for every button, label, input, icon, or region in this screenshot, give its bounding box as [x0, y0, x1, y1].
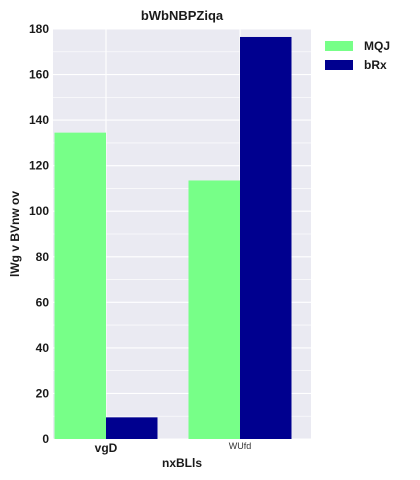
x-tick-label: WUfd: [229, 441, 252, 451]
y-tick-label: 140: [29, 113, 49, 127]
legend-label: bRx: [364, 58, 387, 72]
y-tick-label: 180: [29, 22, 49, 36]
y-axis-label: lWg v BVnw ov: [8, 191, 22, 277]
y-tick-label: 80: [36, 250, 50, 264]
bars: [54, 36, 292, 439]
legend-swatch: [325, 41, 353, 51]
y-tick-label: 120: [29, 159, 49, 173]
y-tick-label: 40: [36, 341, 50, 355]
y-tick-label: 100: [29, 204, 49, 218]
chart-title: bWbNBPZiqa: [141, 8, 224, 23]
y-tick-label: 160: [29, 68, 49, 82]
y-tick-label: 0: [42, 432, 49, 446]
bar-bRx-WUfd: [240, 36, 292, 439]
y-tick-label: 20: [36, 386, 50, 400]
bar-bRx-vgD: [106, 417, 158, 439]
bar-MQJ-vgD: [54, 132, 106, 439]
legend-swatch: [325, 60, 353, 70]
legend-label: MQJ: [364, 39, 390, 53]
x-tick-label: vgD: [95, 441, 118, 455]
x-axis-ticks: vgD WUfd: [95, 441, 252, 455]
legend: MQJ bRx: [325, 39, 390, 72]
x-axis-label: nxBLls: [162, 456, 202, 470]
bar-MQJ-WUfd: [188, 180, 240, 439]
y-axis-ticks: 0 20 40 60 80 100 120 140 160 180: [29, 22, 49, 446]
y-tick-label: 60: [36, 295, 50, 309]
